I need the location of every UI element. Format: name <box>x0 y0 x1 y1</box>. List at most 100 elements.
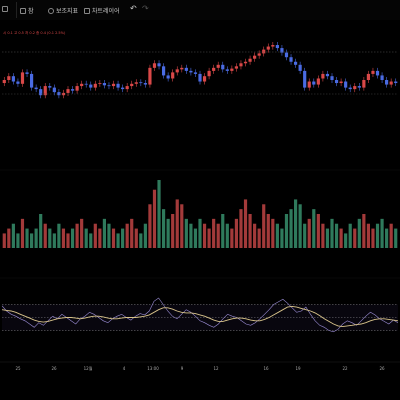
x-tick-label: 26 <box>379 366 385 371</box>
candle-body <box>184 67 188 71</box>
volume-bar <box>348 223 352 248</box>
volume-bar <box>130 218 134 248</box>
candle-body <box>175 69 179 73</box>
candle-body <box>25 72 29 74</box>
undo-button[interactable]: ↶ <box>130 4 137 13</box>
volume-bar <box>75 223 79 248</box>
volume-bar <box>257 228 261 248</box>
candle-body <box>216 64 220 68</box>
candle-body <box>98 83 102 84</box>
candle-body <box>193 72 198 74</box>
volume-bar <box>312 209 316 248</box>
candle-body <box>366 73 371 80</box>
volume-bar <box>239 209 243 248</box>
candle-body <box>34 87 38 90</box>
candle-body <box>43 86 47 96</box>
candlestick-icon <box>20 7 26 14</box>
undo-icon: ↶ <box>130 4 137 13</box>
candle-body <box>225 69 229 71</box>
rsi-line <box>1 297 399 333</box>
candle-body <box>248 58 252 62</box>
x-tick-label: 25 <box>15 366 21 371</box>
x-tick-label: 12월 <box>84 365 93 371</box>
volume-bar <box>66 233 70 248</box>
volume-bar <box>357 218 361 248</box>
volume-bar <box>148 204 152 248</box>
candle-body <box>253 55 257 59</box>
x-tick-label: 22 <box>342 366 348 371</box>
volume-bar <box>216 223 220 248</box>
volume-bar <box>280 228 284 248</box>
candle-body <box>2 80 6 84</box>
indicator-label: 보조지표 <box>56 8 79 15</box>
chart-type-button[interactable]: 참 <box>20 6 34 15</box>
volume-bar <box>93 223 97 248</box>
candle-body <box>93 83 97 88</box>
candle-body <box>243 61 248 64</box>
layout-label: 차트레이어 <box>92 8 120 15</box>
candle-body <box>307 81 311 88</box>
volume-bar <box>207 228 211 248</box>
volume-bar <box>248 214 252 248</box>
volume-bar <box>84 228 88 248</box>
volume-bar <box>284 214 289 248</box>
rsi-band <box>2 304 398 331</box>
volume-bar <box>266 214 270 248</box>
candle-body <box>70 89 75 91</box>
volume-bar <box>371 228 375 248</box>
volume-bar <box>339 228 343 248</box>
candle-body <box>262 49 266 54</box>
volume-bar <box>212 218 216 248</box>
volume-bar <box>16 233 20 248</box>
volume-bar <box>184 218 188 248</box>
candle-body <box>11 76 15 82</box>
candle-body <box>7 76 11 80</box>
candle-body <box>375 70 380 76</box>
candle-body <box>161 66 166 76</box>
candle-body <box>289 57 293 62</box>
candle-body <box>143 83 147 85</box>
volume-bar <box>385 228 389 248</box>
candle-body <box>284 52 289 58</box>
candle-body <box>171 72 175 79</box>
candle-body <box>275 45 279 49</box>
volume-series <box>2 180 398 248</box>
volume-bar <box>262 204 266 248</box>
candle-body <box>116 83 120 88</box>
candle-body <box>84 83 88 85</box>
candle-body <box>212 67 216 71</box>
candle-body <box>325 73 330 77</box>
candle-body <box>239 63 243 67</box>
menu-button[interactable] <box>2 6 8 12</box>
layout-button[interactable]: 차트레이어 <box>84 6 120 15</box>
candle-body <box>125 86 129 90</box>
x-tick-label: 12 <box>213 366 219 371</box>
volume-bar <box>389 223 393 248</box>
volume-bar <box>34 228 38 248</box>
candle-body <box>75 86 79 91</box>
indicator-button[interactable]: 보조지표 <box>48 6 78 15</box>
volume-bar <box>293 199 298 248</box>
candle-body <box>348 87 352 90</box>
candle-body <box>130 83 134 87</box>
volume-bar <box>366 223 371 248</box>
volume-bar <box>20 218 25 248</box>
price-chart[interactable]: 시 0.1 고 0.5 저 0.2 종 0.4 (0.1 2.5%) 25 26 1… <box>0 20 400 400</box>
candle-body <box>16 81 20 84</box>
candle-body <box>180 67 184 70</box>
candle-body <box>48 86 52 88</box>
candle-body <box>202 76 207 82</box>
volume-bar <box>234 218 239 248</box>
redo-button[interactable]: ↷ <box>142 4 149 13</box>
candle-body <box>344 81 348 88</box>
candle-body <box>80 83 84 87</box>
volume-bar <box>116 233 120 248</box>
volume-bar <box>230 228 234 248</box>
volume-bar <box>143 223 147 248</box>
candle-body <box>257 53 261 56</box>
volume-bar <box>198 218 202 248</box>
x-tick-label: 16 <box>263 366 269 371</box>
volume-bar <box>253 223 257 248</box>
candle-body <box>102 83 107 86</box>
candle-body <box>52 87 56 93</box>
